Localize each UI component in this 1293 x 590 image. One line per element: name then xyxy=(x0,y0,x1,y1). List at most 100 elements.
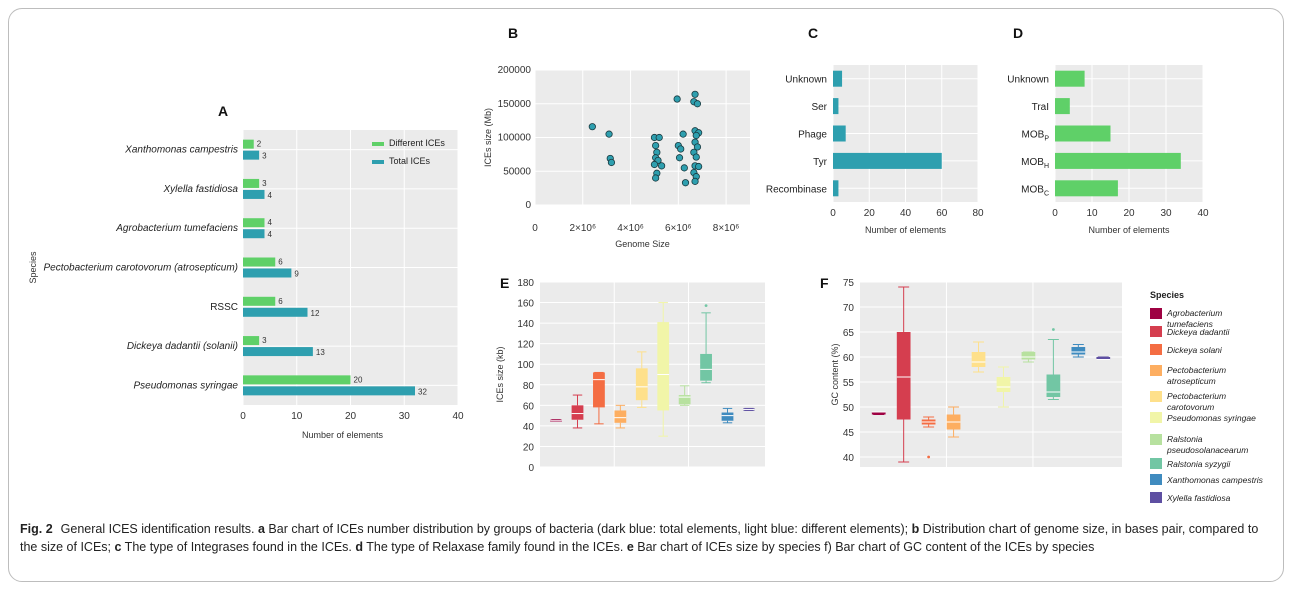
legend-species-label: Pectobacterium xyxy=(1167,391,1226,401)
box xyxy=(1021,352,1036,360)
category-label: Dickeya dadantii (solanii) xyxy=(127,341,238,352)
category-label: Pseudomonas syringae xyxy=(133,380,238,391)
caption-panel-ref: b xyxy=(911,522,920,536)
x-tick-label: 40 xyxy=(900,208,912,219)
bar-total-ices xyxy=(243,307,308,317)
data-label: 20 xyxy=(354,375,363,384)
bar-different-ices xyxy=(243,375,351,385)
scatter-point xyxy=(680,164,688,172)
category-label: RSSC xyxy=(210,302,238,313)
legend-swatch xyxy=(1150,474,1162,485)
caption-segment: The type of Relaxase family found in the… xyxy=(363,540,627,554)
bar-different-ices xyxy=(243,218,265,228)
box xyxy=(593,372,605,408)
data-label: 4 xyxy=(268,191,273,200)
data-label: 4 xyxy=(268,218,273,227)
bar-total-ices xyxy=(243,268,292,278)
bar xyxy=(1055,180,1118,197)
x-tick-label: 30 xyxy=(399,411,411,422)
box xyxy=(614,410,627,423)
scatter-point xyxy=(607,158,616,167)
scatter-point xyxy=(652,142,660,150)
bar-total-ices xyxy=(243,347,313,357)
scatter-point xyxy=(650,160,659,169)
x-tick-label: 10 xyxy=(1086,208,1098,219)
category-label: TraI xyxy=(1032,102,1049,113)
scatter-point xyxy=(695,162,703,171)
x-tick-label: 8×10⁶ xyxy=(713,223,740,234)
legend-species-label: Ralstonia syzygii xyxy=(1167,459,1231,469)
caption-panel-ref: a xyxy=(257,522,265,536)
caption-segment: Bar chart of ICEs number distribution by… xyxy=(264,522,912,536)
legend-label: Different ICEs xyxy=(389,138,445,148)
y-tick-label: 50 xyxy=(843,403,855,414)
panel-d-chart: D 0 10 20 30 40 Unknown TraI MOBP MOBH MOBC Number … xyxy=(1007,25,1209,235)
x-tick-label: 40 xyxy=(1197,208,1209,219)
x-tick-label: 2×10⁶ xyxy=(569,223,596,234)
legend-species-label: Dickeya dadantii xyxy=(1167,327,1230,337)
box xyxy=(1046,374,1061,397)
bar xyxy=(833,180,839,197)
x-tick-label: 0 xyxy=(240,411,246,422)
legend-swatch xyxy=(1150,391,1162,402)
bar-total-ices xyxy=(243,386,415,396)
y-tick-label: 200000 xyxy=(498,65,532,76)
category-label: MOBP xyxy=(1022,130,1050,143)
legend-swatch xyxy=(1150,458,1162,469)
category-subscript: H xyxy=(1044,163,1049,170)
scatter-point xyxy=(673,95,681,103)
caption-label: Fig. 2 xyxy=(20,522,53,536)
bar xyxy=(1055,125,1111,142)
category-label: Unknown xyxy=(1007,75,1049,86)
y-axis-title: ICEs size (kb) xyxy=(495,346,505,402)
category-label: Ser xyxy=(811,102,827,113)
caption-text: General ICES identification results. a B… xyxy=(20,522,1258,554)
scatter-point xyxy=(679,130,687,138)
x-tick-label: 20 xyxy=(345,411,357,422)
scatter-point xyxy=(681,179,690,187)
y-tick-label: 60 xyxy=(523,401,535,412)
legend-species-label-cont: atrosepticum xyxy=(1167,376,1216,386)
figure-frame xyxy=(8,8,1284,582)
x-tick-label: 0 xyxy=(830,208,836,219)
box xyxy=(1096,357,1111,360)
data-label: 13 xyxy=(316,348,325,357)
y-axis-title: Species xyxy=(28,251,38,284)
panel-letter: D xyxy=(1013,25,1023,41)
bar-total-ices xyxy=(243,189,265,199)
bar xyxy=(1055,152,1181,169)
category-label: Phage xyxy=(798,130,827,141)
plot-background xyxy=(540,282,765,467)
panel-f-chart: F 40 45 50 55 60 65 70 75 GC content (%) xyxy=(820,275,1122,467)
y-tick-label: 180 xyxy=(517,278,534,289)
y-tick-label: 40 xyxy=(843,453,855,464)
caption-segment: Distribution chart of genome size, in ba… xyxy=(20,522,1259,554)
x-tick-label: 0 xyxy=(532,223,538,234)
y-axis-title: ICEs size (Mb) xyxy=(483,108,493,167)
box-outlier xyxy=(927,455,931,459)
legend-swatch xyxy=(1150,434,1162,445)
data-label: 9 xyxy=(294,270,299,279)
figure-caption: Fig. 2 General ICES identification result… xyxy=(20,520,1270,556)
panel-c-chart: C 0 20 40 60 80 Unknown Ser Phage Tyr Recombinase N… xyxy=(766,25,984,235)
caption-segment: The type of Integrases found in the ICEs… xyxy=(121,540,356,554)
panel-letter: A xyxy=(218,103,228,119)
category-subscript: C xyxy=(1044,190,1049,197)
x-tick-label: 80 xyxy=(972,208,984,219)
y-tick-label: 150000 xyxy=(498,99,532,110)
y-tick-label: 50000 xyxy=(503,166,531,177)
caption-panel-ref: c xyxy=(114,540,122,554)
scatter-point xyxy=(677,145,685,153)
y-tick-label: 140 xyxy=(517,319,534,330)
data-label: 4 xyxy=(268,230,273,239)
data-label: 12 xyxy=(311,309,320,318)
legend-species-label: Xylella fastidiosa xyxy=(1166,493,1231,503)
category-label: Recombinase xyxy=(766,184,828,195)
data-label: 3 xyxy=(262,152,267,161)
box xyxy=(896,332,911,420)
box-outlier xyxy=(1051,328,1055,331)
scatter-point xyxy=(655,133,663,142)
